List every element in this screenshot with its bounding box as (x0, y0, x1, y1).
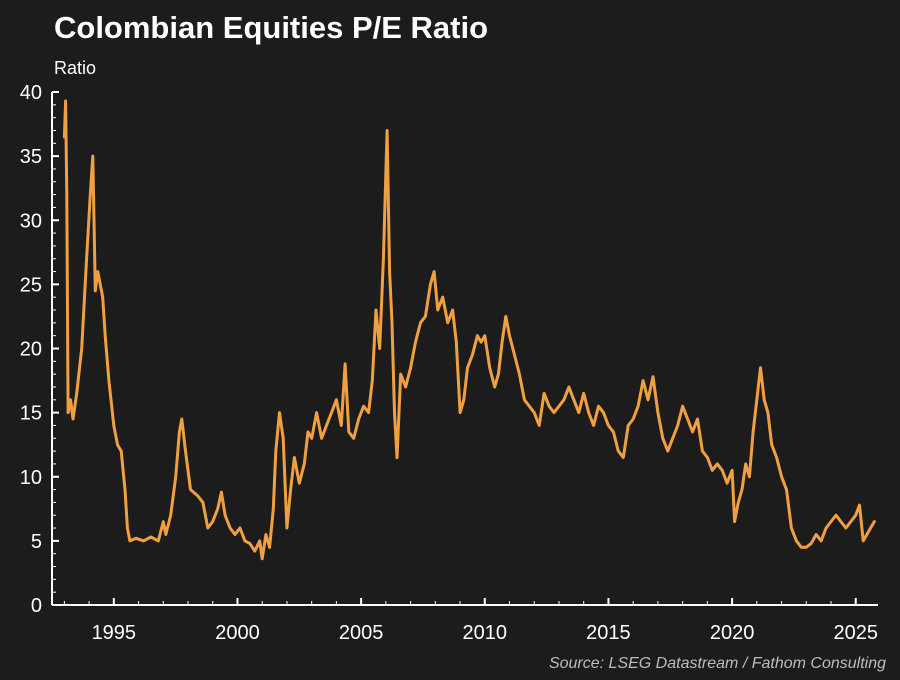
x-axis-tick-labels: 1995 2000 2005 2010 2015 2020 2025 (92, 622, 878, 644)
pe-ratio-series-line (62, 99, 876, 561)
y-tick-label: 15 (20, 403, 42, 425)
x-tick-label: 1995 (92, 622, 137, 644)
x-tick-label: 2025 (833, 622, 878, 644)
x-tick-label: 2015 (586, 622, 631, 644)
x-tick-label: 2005 (339, 622, 384, 644)
x-tick-label: 2020 (710, 622, 755, 644)
y-tick-label: 40 (20, 82, 42, 104)
y-tick-label: 5 (31, 531, 42, 553)
chart-axes (51, 91, 878, 606)
chart-title: Colombian Equities P/E Ratio (54, 10, 489, 45)
series-group (62, 99, 876, 561)
source-note: Source: LSEG Datastream / Fathom Consult… (548, 655, 886, 672)
x-tick-label: 2010 (463, 622, 508, 644)
y-axis-units-label: Ratio (54, 58, 97, 78)
x-tick-label: 2000 (215, 622, 260, 644)
y-tick-label: 0 (31, 595, 42, 617)
y-tick-label: 35 (20, 146, 42, 168)
y-tick-label: 30 (20, 210, 42, 232)
y-axis-tick-labels: 0 5 10 15 20 25 30 35 40 (20, 82, 42, 617)
y-tick-label: 10 (20, 467, 42, 489)
y-tick-label: 25 (20, 274, 42, 296)
y-tick-label: 20 (20, 339, 42, 361)
